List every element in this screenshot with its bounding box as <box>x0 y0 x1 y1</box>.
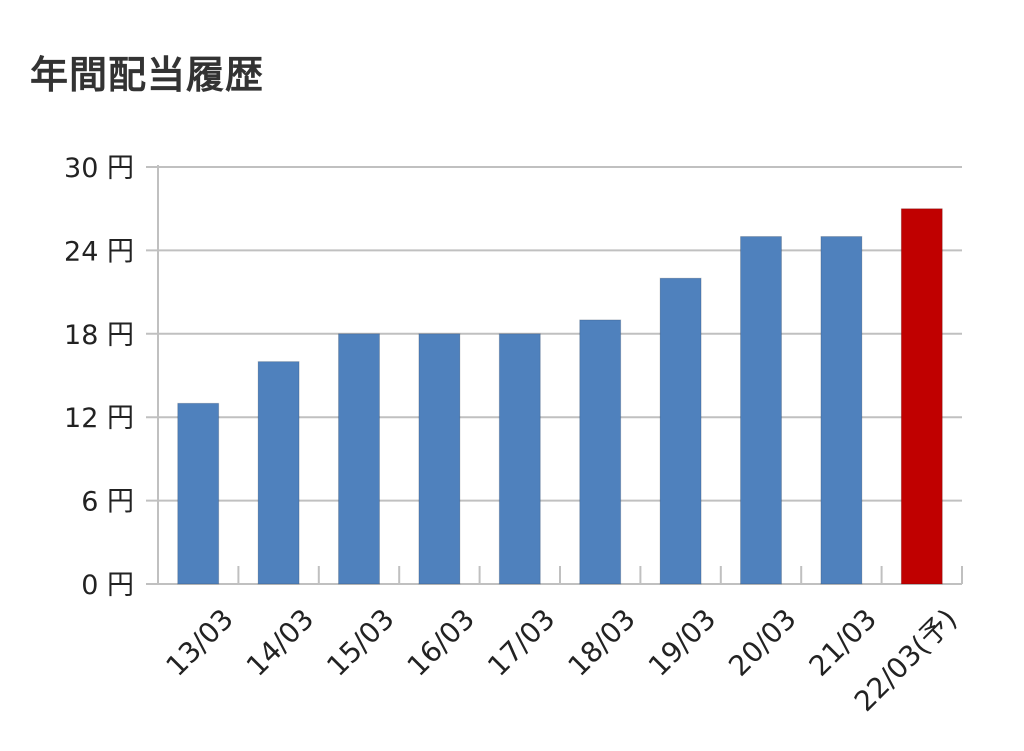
bar-22-03- <box>900 208 943 585</box>
y-tick-label: 30 円 <box>64 153 134 184</box>
bar-13-03 <box>177 402 220 585</box>
bar-14-03 <box>257 361 300 585</box>
bar-18-03 <box>579 319 622 585</box>
x-tick-label: 13/03 <box>159 602 239 682</box>
bar-15-03 <box>338 333 380 585</box>
y-tick-labels: 0 円 6 円 12 円 18 円 24 円 30 円 <box>64 153 134 601</box>
y-tick-label: 12 円 <box>64 403 134 434</box>
x-tick-label: 19/03 <box>642 602 722 682</box>
chart-title: 年間配当履歴 <box>30 53 265 97</box>
bar-19-03 <box>659 277 702 585</box>
bar-16-03 <box>418 333 461 585</box>
x-tick-label: 20/03 <box>722 602 802 682</box>
y-tick-label: 24 円 <box>64 236 134 267</box>
y-tick-label: 0 円 <box>81 570 134 601</box>
x-tick-labels: 13/03 14/03 15/03 16/03 17/03 18/03 19/03 20/03… <box>159 602 963 718</box>
x-tick-label: 18/03 <box>561 602 641 682</box>
bars <box>177 208 943 585</box>
x-tick-label: 17/03 <box>481 602 561 682</box>
x-tick-label: 16/03 <box>401 602 481 682</box>
axes <box>157 165 963 584</box>
bar-20-03 <box>740 236 782 585</box>
bar-17-03 <box>498 333 541 585</box>
x-tick-label: 14/03 <box>240 602 320 682</box>
y-tick-label: 18 円 <box>64 320 134 351</box>
bar-21-03 <box>820 236 863 585</box>
x-tick-label: 15/03 <box>320 602 400 682</box>
y-tick-label: 6 円 <box>81 487 134 518</box>
